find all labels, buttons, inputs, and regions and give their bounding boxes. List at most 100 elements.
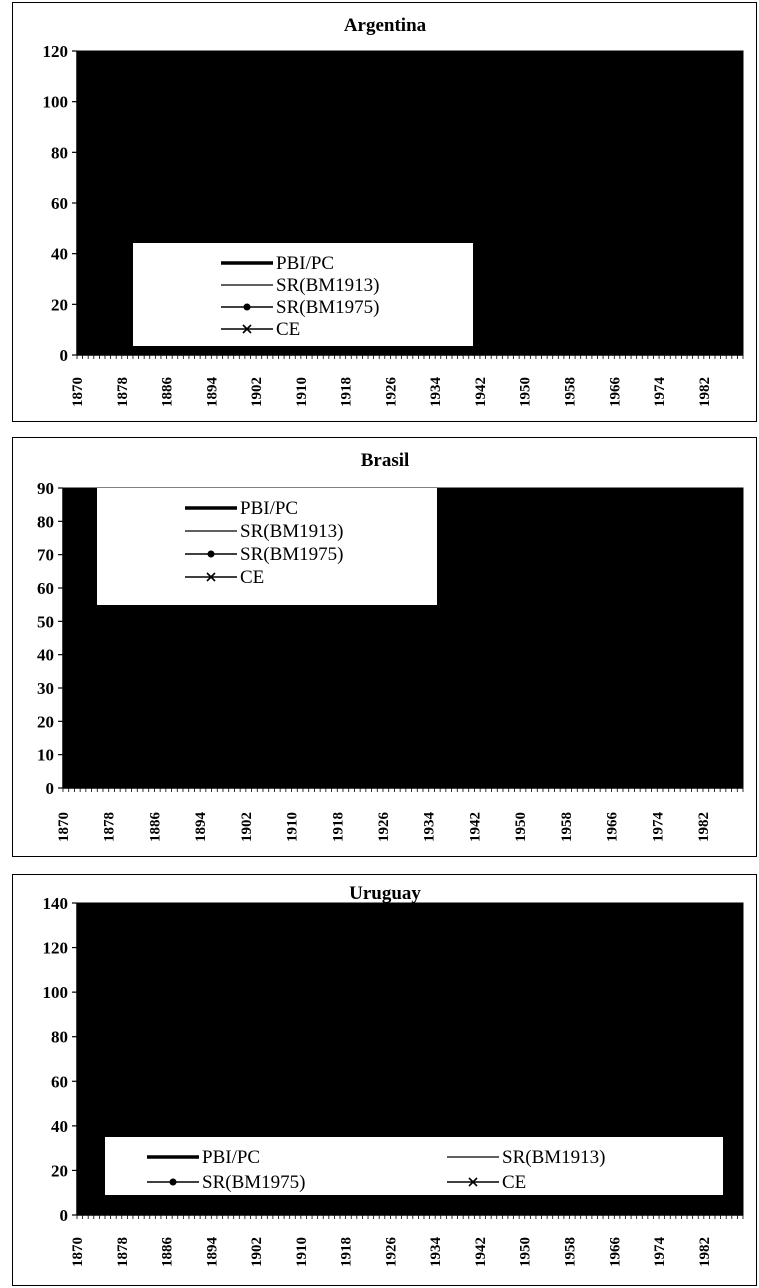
y-tick-label: 140: [43, 894, 69, 913]
legend-label-ce: CE: [276, 319, 300, 340]
y-tick-label: 0: [46, 779, 55, 798]
x-tick-label: 1926: [383, 1237, 399, 1268]
y-tick-label: 80: [51, 143, 68, 162]
y-tick-label: 40: [37, 646, 54, 665]
y-tick-label: 60: [51, 194, 68, 213]
x-tick-label: 1902: [249, 1237, 265, 1267]
chart-panel-brasil: Brasil 0 10 20 30 40 50 60 70 80 90 1870 1878 1886 189…: [12, 437, 757, 857]
chart-svg-brasil: Brasil 0 10 20 30 40 50 60 70 80 90 1870 1878 1886 189…: [37, 450, 744, 843]
x-tick-label: 1878: [102, 812, 118, 842]
legend-box: [97, 488, 437, 605]
x-tick-label: 1934: [428, 377, 444, 408]
x-tick-label: 1950: [513, 812, 529, 842]
y-tick-label: 80: [37, 512, 54, 531]
x-tick-label: 1902: [239, 812, 255, 842]
legend-marker-dot: [243, 303, 251, 311]
chart-title: Uruguay: [349, 883, 421, 904]
x-tick-label: 1942: [473, 377, 489, 407]
chart-panel-uruguay: Uruguay 0 20 40 60 80 100 120 140 1870 1878 1886 189…: [12, 874, 757, 1286]
x-tick-label: 1982: [697, 377, 713, 407]
chart-svg-argentina: Argentina 0 20 40 60 80 100 120 1870 1878 1886 1894…: [43, 15, 744, 408]
x-tick-label: 1966: [607, 377, 623, 408]
y-tick-label: 40: [51, 245, 68, 264]
x-tick-label: 1886: [147, 812, 163, 843]
legend-label-sr-bm1975: SR(BM1975): [276, 297, 379, 318]
x-tick-label: 1886: [160, 377, 176, 408]
x-tick-label: 1918: [339, 377, 355, 407]
legend-marker-dot: [207, 550, 215, 558]
x-tick-label: 1902: [249, 377, 265, 407]
x-tick-label: 1910: [294, 1237, 310, 1267]
legend: PBI/PC SR(BM1913) SR(BM1975) CE: [105, 1137, 723, 1195]
chart-title: Brasil: [361, 450, 410, 471]
x-tick-label: 1870: [70, 1237, 86, 1267]
x-tick-label: 1958: [563, 1237, 579, 1267]
legend-marker-cross: [242, 324, 252, 334]
x-tick-label: 1934: [422, 812, 438, 843]
y-tick-label: 30: [37, 679, 54, 698]
y-tick-label: 80: [51, 1028, 68, 1047]
legend-label-ce: CE: [240, 567, 264, 588]
x-tick-label: 1974: [650, 812, 666, 843]
legend-marker-dot: [169, 1178, 177, 1186]
legend-box: [133, 243, 473, 346]
x-tick-label: 1894: [193, 812, 209, 843]
x-tick-label: 1974: [652, 377, 668, 408]
y-tick-label: 20: [37, 712, 54, 731]
x-tick-label: 1918: [339, 1237, 355, 1267]
x-tick-label: 1910: [294, 377, 310, 407]
legend-label-pbi-pc: PBI/PC: [202, 1147, 260, 1168]
legend-label-sr-bm1975: SR(BM1975): [202, 1172, 305, 1193]
y-tick-label: 60: [51, 1072, 68, 1091]
legend-box: [105, 1137, 723, 1195]
legend-marker-cross: [468, 1177, 478, 1187]
x-tick-label: 1894: [204, 377, 220, 408]
x-tick-label: 1870: [56, 812, 72, 842]
x-tick-label: 1950: [518, 1237, 534, 1267]
legend-label-ce: CE: [502, 1172, 526, 1193]
y-tick-label: 100: [43, 93, 69, 112]
y-tick-label: 90: [37, 479, 54, 498]
x-tick-label: 1942: [467, 812, 483, 842]
x-tick-label: 1982: [696, 812, 712, 842]
chart-title: Argentina: [344, 15, 427, 36]
legend-label-sr-bm1913: SR(BM1913): [240, 521, 343, 542]
x-tick-label: 1974: [652, 1237, 668, 1268]
x-tick-label: 1982: [697, 1237, 713, 1267]
x-tick-label: 1926: [383, 377, 399, 408]
x-tick-label: 1918: [330, 812, 346, 842]
y-tick-label: 20: [51, 1161, 68, 1180]
y-tick-label: 0: [60, 1206, 69, 1225]
legend-marker-cross: [206, 572, 216, 582]
y-tick-label: 100: [43, 983, 69, 1002]
x-tick-label: 1910: [285, 812, 301, 842]
x-tick-label: 1870: [70, 377, 86, 407]
legend-label-sr-bm1913: SR(BM1913): [502, 1147, 605, 1168]
x-tick-label: 1934: [428, 1237, 444, 1268]
x-tick-label: 1926: [376, 812, 392, 843]
y-tick-label: 60: [37, 579, 54, 598]
x-tick-label: 1894: [204, 1237, 220, 1268]
x-tick-label: 1966: [607, 1237, 623, 1268]
y-tick-label: 120: [43, 939, 69, 958]
y-tick-label: 20: [51, 295, 68, 314]
legend-label-sr-bm1975: SR(BM1975): [240, 544, 343, 565]
x-tick-label: 1886: [160, 1237, 176, 1268]
x-tick-label: 1878: [115, 1237, 131, 1267]
x-tick-label: 1950: [518, 377, 534, 407]
x-tick-label: 1966: [605, 812, 621, 843]
x-tick-label: 1958: [563, 377, 579, 407]
y-tick-label: 120: [43, 42, 69, 61]
y-tick-label: 10: [37, 746, 54, 765]
chart-svg-uruguay: Uruguay 0 20 40 60 80 100 120 140 1870 1878 1886 189…: [43, 883, 744, 1268]
x-tick-label: 1878: [115, 377, 131, 407]
x-tick-label: 1958: [559, 812, 575, 842]
y-tick-label: 0: [60, 346, 69, 365]
chart-panel-argentina: Argentina 0 20 40 60 80 100 120 1870 1878 1886 1894…: [12, 2, 757, 422]
x-tick-label: 1942: [473, 1237, 489, 1267]
y-tick-label: 70: [37, 546, 54, 565]
legend-label-pbi-pc: PBI/PC: [240, 498, 298, 519]
y-tick-label: 50: [37, 612, 54, 631]
